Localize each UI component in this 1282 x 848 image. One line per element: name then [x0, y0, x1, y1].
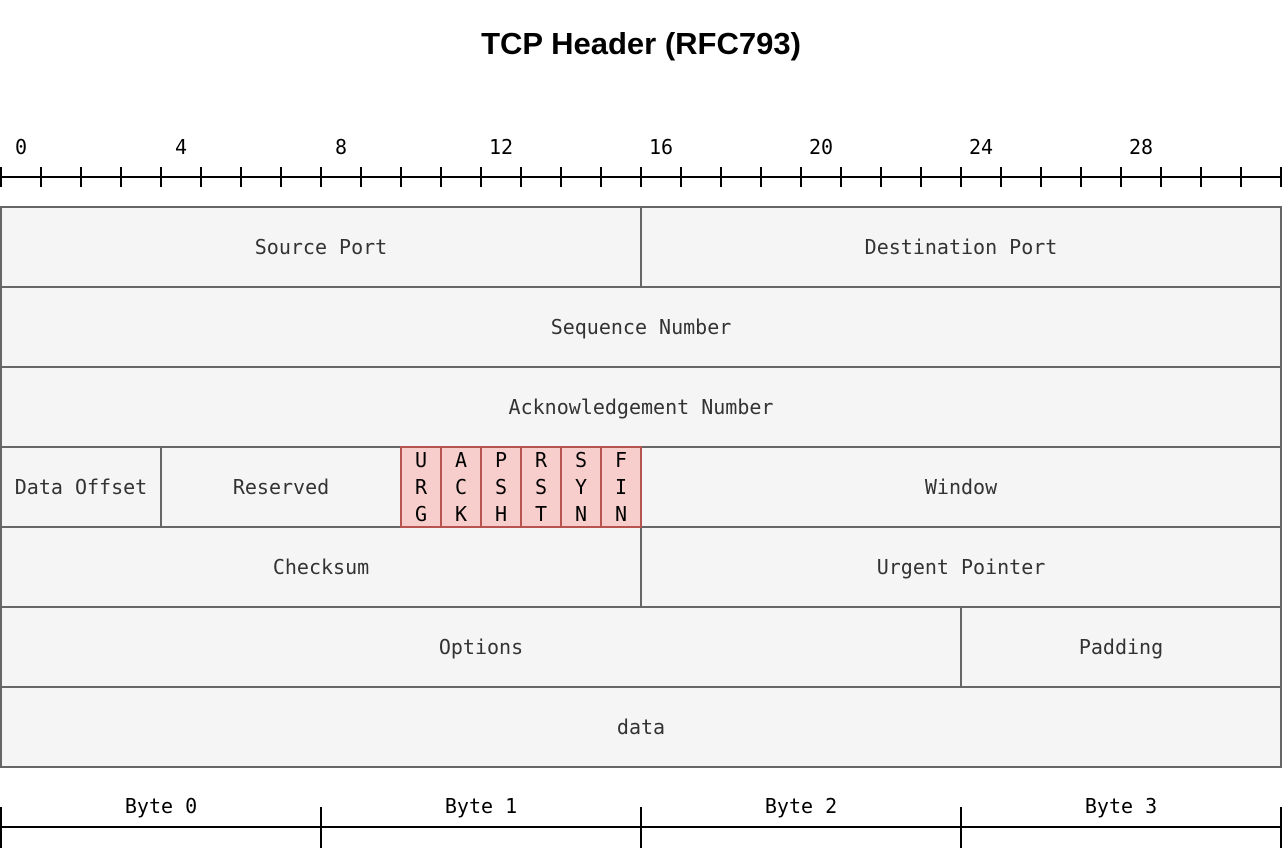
field-window: Window	[640, 446, 1282, 528]
bit-ruler: 0 4 8 12 16 20 24 28	[0, 135, 1282, 187]
field-label: Acknowledgement Number	[509, 395, 774, 419]
field-label: Window	[925, 475, 998, 499]
flag-syn-box: SYN	[561, 447, 601, 527]
field-box	[440, 446, 482, 528]
byte-label: Byte 2	[765, 794, 837, 818]
byte-ruler: Byte 0 Byte 1 Byte 2 Byte 3	[0, 794, 1282, 848]
flag-label: SYN	[574, 448, 588, 526]
field-box	[640, 446, 1282, 528]
field-label: Urgent Pointer	[877, 555, 1046, 579]
field-box	[0, 286, 1282, 368]
flag-urg	[400, 446, 442, 528]
flag-label: PSH	[494, 448, 508, 526]
field-box	[480, 446, 522, 528]
field-label: Reserved	[233, 475, 329, 499]
field-label: Sequence Number	[551, 315, 732, 339]
field-box	[0, 606, 962, 688]
header-row: Acknowledgement Number	[0, 366, 1282, 448]
field-label: Source Port	[255, 235, 387, 259]
byte-label: Byte 1	[445, 794, 517, 818]
bit-label: 4	[175, 135, 187, 159]
field-box	[0, 446, 162, 528]
flag-rst-box: RST	[521, 447, 561, 527]
flag-psh-box: PSH	[481, 447, 521, 527]
field-box	[640, 206, 1282, 288]
field-box	[560, 446, 602, 528]
header-row: Checksum Urgent Pointer	[0, 526, 1282, 608]
field-box	[160, 446, 402, 528]
field-box	[960, 606, 1282, 688]
field-label: Options	[439, 635, 523, 659]
bit-label: 28	[1129, 135, 1153, 159]
field-destination-port: Destination Port	[640, 206, 1282, 288]
bit-label: 24	[969, 135, 993, 159]
field-label: Data Offset	[15, 475, 147, 499]
byte-label: Byte 0	[125, 794, 197, 818]
field-urgent-pointer: Urgent Pointer	[640, 526, 1282, 608]
field-source-port: Source Port	[0, 206, 642, 288]
field-box	[0, 206, 642, 288]
flag-urg-box: URG	[401, 447, 441, 527]
field-checksum: Checksum	[0, 526, 642, 608]
field-acknowledgement-number: Acknowledgement Number	[0, 366, 1282, 448]
bit-label: 16	[649, 135, 673, 159]
bit-label: 20	[809, 135, 833, 159]
field-data-offset: Data Offset	[0, 446, 162, 528]
field-box	[0, 526, 642, 608]
field-box	[400, 446, 442, 528]
field-box	[0, 686, 1282, 768]
bit-label: 12	[489, 135, 513, 159]
byte-label: Byte 3	[1085, 794, 1157, 818]
field-box	[520, 446, 562, 528]
field-box	[600, 446, 642, 528]
flag-fin	[600, 446, 642, 528]
flag-label: FIN	[614, 448, 628, 526]
bit-label: 0	[15, 135, 27, 159]
header-row: data	[0, 686, 1282, 768]
field-data: data	[0, 686, 1282, 768]
field-box	[640, 526, 1282, 608]
bit-label: 8	[335, 135, 347, 159]
flag-psh	[480, 446, 522, 528]
flag-label: URG	[414, 448, 428, 526]
flag-ack-box: ACK	[441, 447, 481, 527]
field-label: Checksum	[273, 555, 369, 579]
flag-label: ACK	[454, 448, 468, 526]
field-box	[0, 366, 1282, 448]
field-label: data	[617, 715, 665, 739]
field-label: Padding	[1079, 635, 1163, 659]
flag-ack	[440, 446, 482, 528]
header-row: Source Port Destination Port	[0, 206, 1282, 288]
flag-rst	[520, 446, 562, 528]
field-sequence-number: Sequence Number	[0, 286, 1282, 368]
flag-fin-box: FIN	[601, 447, 641, 527]
header-row: Sequence Number	[0, 286, 1282, 368]
header-row: Options Padding	[0, 606, 1282, 688]
header-row: Data Offset Reserved Window	[0, 446, 1282, 528]
field-reserved: Reserved	[160, 446, 402, 528]
flag-label: RST	[534, 448, 548, 526]
field-label: Destination Port	[865, 235, 1058, 259]
field-options: Options	[0, 606, 962, 688]
diagram-title: TCP Header (RFC793)	[481, 26, 801, 61]
flag-syn	[560, 446, 602, 528]
field-padding: Padding	[960, 606, 1282, 688]
